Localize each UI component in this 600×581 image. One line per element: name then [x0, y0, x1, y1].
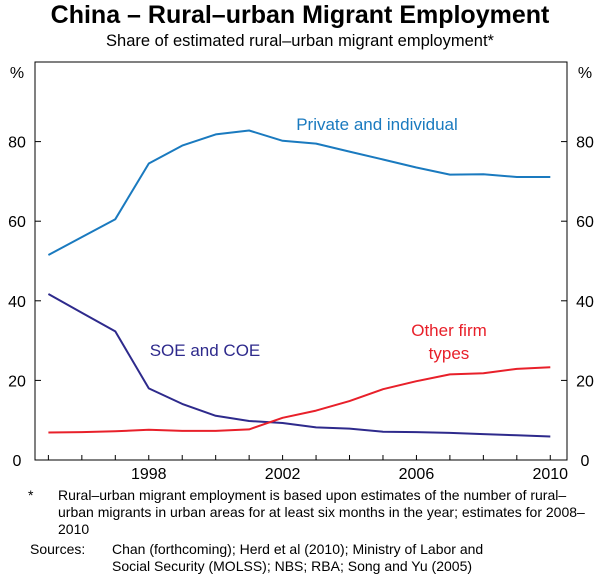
x-tick-label: 2010: [532, 466, 568, 483]
y-unit-left: %: [10, 65, 24, 82]
y-tick-label-right: 0: [581, 453, 590, 470]
plot-area-frame: [34, 61, 568, 461]
sources-text: Chan (forthcoming); Herd et al (2010); M…: [112, 541, 592, 575]
y-tick-label-left: 60: [8, 214, 26, 231]
y-tick-label-left: 20: [8, 373, 26, 390]
chart-subtitle: Share of estimated rural–urban migrant e…: [106, 32, 494, 50]
y-tick-label-right: 80: [576, 135, 594, 152]
sources-line-1: Chan (forthcoming); Herd et al (2010); M…: [112, 541, 484, 557]
y-unit-right: %: [578, 65, 592, 82]
y-tick-label-right: 40: [576, 294, 594, 311]
label-soe-and-coe: SOE and COE: [150, 341, 261, 360]
series-layer: [47, 129, 551, 438]
series-line-other-firm-types: [48, 366, 551, 434]
series-line-soe-and-coe: [47, 293, 551, 438]
label-private-and-individual: Private and individual: [296, 115, 458, 134]
label-other-firm-types-line1: Other firm: [411, 321, 487, 340]
x-tick-label: 1998: [131, 466, 167, 483]
axis-ticks: 0 0 20 20 40 40 60 60 80 80 1998 2002 2006 2010: [8, 135, 594, 483]
sources-label: Sources:: [30, 541, 86, 557]
y-tick-label-left: 0: [13, 453, 22, 470]
x-tick-label: 2002: [265, 466, 301, 483]
sources-line-2: Social Security (MOLSS); NBS; RBA; Song …: [112, 558, 473, 574]
y-tick-label-left: 80: [8, 135, 26, 152]
series-line-private-and-individual: [47, 129, 551, 256]
footnote-text: Rural–urban migrant employment is based …: [58, 487, 585, 537]
x-tick-label: 2006: [399, 466, 435, 483]
label-other-firm-types-line2: types: [429, 344, 470, 363]
chart-title: China – Rural–urban Migrant Employment: [50, 1, 550, 29]
y-tick-label-right: 60: [576, 214, 594, 231]
y-tick-label-left: 40: [8, 294, 26, 311]
y-tick-label-right: 20: [576, 373, 594, 390]
footnote-marker: *: [28, 487, 34, 503]
